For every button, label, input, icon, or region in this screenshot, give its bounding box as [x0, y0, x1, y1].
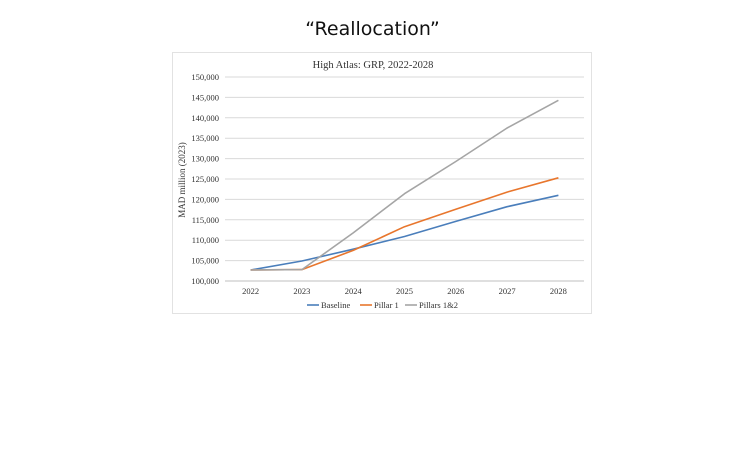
series-line-pillars-1-2: [250, 99, 559, 271]
legend-label: Baseline: [321, 300, 350, 310]
x-tick-label: 2027: [499, 286, 516, 296]
y-tick-label: 120,000: [191, 194, 219, 204]
x-tick-label: 2022: [242, 286, 259, 296]
y-tick-label: 100,000: [191, 276, 219, 286]
slide-title: “Reallocation”: [305, 18, 440, 40]
x-tick-label: 2025: [396, 286, 413, 296]
legend-label: Pillar 1: [374, 300, 399, 310]
x-tick-labels: 2022 2023 2024 2025 2026 2027 2028: [242, 286, 567, 296]
series-lines: [250, 99, 559, 271]
legend-label: Pillars 1&2: [419, 300, 458, 310]
gridlines: [225, 76, 584, 282]
series-line-pillar-1: [250, 177, 559, 271]
y-tick-labels: 100,000 105,000 110,000 115,000 120,000 125,0…: [191, 72, 219, 286]
x-tick-label: 2026: [447, 286, 464, 296]
y-tick-label: 105,000: [191, 256, 219, 266]
x-tick-label: 2023: [293, 286, 310, 296]
y-tick-label: 130,000: [191, 154, 219, 164]
chart-title: High Atlas: GRP, 2022-2028: [313, 60, 434, 71]
chart-frame: [172, 52, 592, 314]
y-tick-label: 125,000: [191, 174, 219, 184]
y-axis-label: MAD million (2023): [177, 142, 187, 218]
x-tick-label: 2024: [345, 286, 363, 296]
x-tick-label: 2028: [550, 286, 567, 296]
y-tick-label: 140,000: [191, 113, 219, 123]
y-tick-label: 145,000: [191, 92, 219, 102]
y-tick-label: 135,000: [191, 133, 219, 143]
y-tick-label: 150,000: [191, 72, 219, 82]
legend: Baseline Pillar 1 Pillars 1&2: [307, 300, 458, 310]
y-tick-label: 115,000: [192, 215, 219, 225]
y-tick-label: 110,000: [192, 235, 219, 245]
series-line-baseline: [250, 194, 559, 271]
